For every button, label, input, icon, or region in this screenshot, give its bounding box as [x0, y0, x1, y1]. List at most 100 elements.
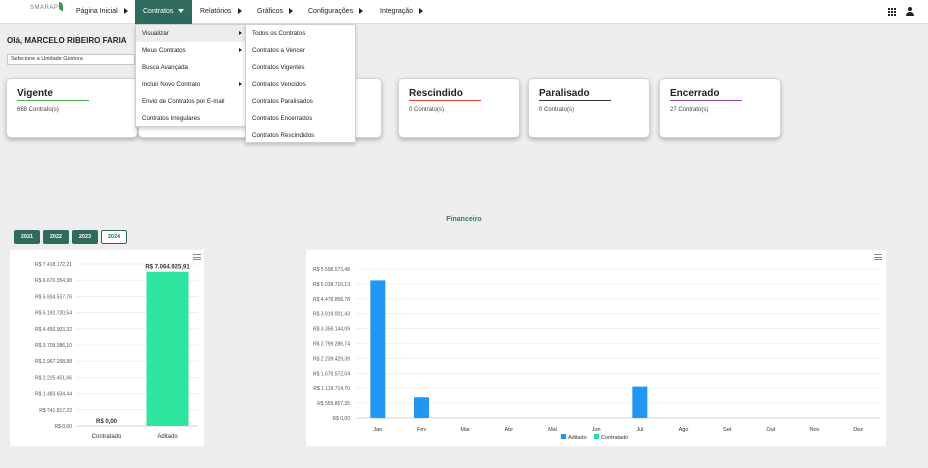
brand-logo[interactable]: SMARAPD [30, 5, 64, 11]
nav-label: Relatórios [200, 8, 232, 15]
y-tick-label: R$ 5.598.573,48 [313, 267, 350, 273]
nav-integracao[interactable]: Integração [380, 0, 424, 24]
nav-label: Integração [380, 8, 414, 15]
card-encerrado[interactable]: Encerrado 27 Contrato(s) [659, 78, 781, 138]
caret-right-icon [239, 48, 242, 52]
chart-totals-panel: R$ 0,00 R$ 741.817,22 R$ 1.483.634,44 R$ 2.… [10, 250, 204, 446]
menu-item-envio-email[interactable]: Envio de Contratos por E-mail [136, 93, 246, 110]
year-button-2022[interactable]: 2022 [43, 230, 69, 244]
menu-item-contratos-irregulares[interactable]: Contratos Irregulares [136, 110, 246, 127]
legend-label: Contratado [601, 435, 628, 441]
card-count: 27 Contrato(s) [670, 107, 709, 113]
caret-right-icon [123, 8, 128, 15]
caret-right-icon [239, 82, 242, 86]
data-label: R$ 0,00 [96, 419, 118, 425]
card-count: 0 Contrato(s) [409, 107, 445, 113]
menu-item-visualizar[interactable]: Visualizar [136, 25, 246, 42]
y-tick-label: R$ 4.450.903,32 [35, 327, 72, 333]
nav-pagina-inicial[interactable]: Página Inicial [76, 0, 128, 24]
menu-label: Incluir Novo Contrato [142, 81, 201, 88]
submenu-item-rescindidos[interactable]: Contratos Rescindidos [252, 132, 315, 139]
chart-menu-icon[interactable] [193, 254, 201, 260]
x-tick-label: Aditado [157, 434, 178, 440]
x-tick-label: Jul [636, 427, 643, 433]
bar [146, 271, 189, 426]
menu-item-busca-avancada[interactable]: Busca Avançada [136, 59, 246, 76]
card-count: 688 Contrato(s) [17, 107, 59, 113]
bar-aditado [414, 397, 429, 418]
year-button-2021[interactable]: 2021 [14, 230, 40, 244]
submenu-item-todos[interactable]: Todos os Contratos [252, 30, 306, 37]
menu-item-meus-contratos[interactable]: Meus Contratos [136, 42, 246, 59]
apps-grid-icon[interactable] [888, 8, 896, 16]
y-tick-label: R$ 0,00 [332, 416, 350, 422]
menu-label: Contratos Irregulares [142, 115, 201, 122]
menu-label: Meus Contratos [142, 47, 186, 54]
bar-aditado [632, 386, 648, 418]
visualizar-submenu: Todos os Contratos Contratos a Vencer Co… [245, 24, 356, 143]
caret-right-icon [239, 31, 242, 35]
y-tick-label: R$ 6.676.354,98 [35, 278, 72, 284]
submenu-item-encerrados[interactable]: Contratos Encerrados [252, 115, 313, 122]
x-tick-label: Dez [853, 427, 863, 433]
nav-relatorios[interactable]: Relatórios [200, 0, 242, 24]
card-title: Paralisado [539, 88, 590, 99]
x-tick-label: Jun [592, 427, 601, 433]
y-tick-label: R$ 5.038.716,13 [313, 282, 350, 288]
y-tick-label: R$ 2.799.286,74 [313, 342, 350, 348]
greeting-text: Olá, MARCELO RIBEIRO FARIA [7, 36, 127, 45]
submenu-item-vigentes[interactable]: Contratos Vigentes [252, 64, 305, 71]
x-tick-label: Fev [417, 427, 426, 433]
card-vigente[interactable]: Vigente 688 Contrato(s) [6, 78, 138, 138]
x-tick-label: Nov [810, 427, 820, 433]
year-button-2023[interactable]: 2023 [72, 230, 98, 244]
nav-graficos[interactable]: Gráficos [257, 0, 294, 24]
data-label: R$ 7.064.925,91 [145, 265, 190, 271]
x-tick-label: Mai [548, 427, 557, 433]
x-tick-label: Jan [373, 427, 382, 433]
caret-right-icon [237, 8, 242, 15]
nav-label: Gráficos [257, 8, 284, 15]
chart-menu-icon[interactable] [874, 254, 882, 260]
unit-select[interactable]: Selecione a Unidade Gestora [7, 54, 135, 65]
submenu-item-paralisados[interactable]: Contratos Paralisados [252, 98, 313, 105]
y-tick-label: R$ 3.919.001,43 [313, 312, 350, 318]
x-tick-label: Contratado [92, 434, 122, 440]
bar-aditado [370, 280, 386, 418]
y-tick-label: R$ 1.119.714,70 [313, 386, 350, 392]
caret-right-icon [289, 8, 294, 15]
nav-configuracoes[interactable]: Configurações [308, 0, 364, 24]
caret-right-icon [359, 8, 364, 15]
card-underline [670, 100, 742, 101]
chart-monthly: R$ 0,00 R$ 559.857,35 R$ 1.119.714,70 R$ 1.… [313, 267, 880, 441]
y-tick-label: R$ 3.709.086,10 [35, 343, 72, 349]
y-tick-label: R$ 0,00 [54, 424, 72, 430]
y-tick-label: R$ 7.418.172,21 [35, 262, 72, 268]
y-tick-label: R$ 5.934.537,76 [35, 294, 72, 300]
nav-label: Configurações [308, 8, 354, 15]
y-tick-label: R$ 2.239.429,39 [313, 356, 350, 362]
y-tick-label: R$ 4.478.858,78 [313, 297, 350, 303]
card-title: Rescindido [409, 88, 463, 99]
menu-label: Visualizar [142, 30, 169, 37]
y-tick-label: R$ 2.967.268,88 [35, 359, 72, 365]
card-rescindido[interactable]: Rescindido 0 Contrato(s) [398, 78, 520, 138]
user-icon[interactable] [906, 7, 914, 17]
caret-down-icon [178, 9, 185, 14]
chart-totals: R$ 0,00 R$ 741.817,22 R$ 1.483.634,44 R$ 2.… [35, 262, 198, 440]
logo-leaf-icon [59, 2, 63, 11]
legend-label: Aditado [568, 435, 587, 441]
x-tick-label: Abr [505, 427, 514, 433]
submenu-item-a-vencer[interactable]: Contratos a Vencer [252, 47, 305, 54]
menu-item-incluir-novo-contrato[interactable]: Incluir Novo Contrato [136, 76, 246, 93]
card-paralisado[interactable]: Paralisado 0 Contrato(s) [528, 78, 650, 138]
submenu-item-vencidos[interactable]: Contratos Vencidos [252, 81, 306, 88]
year-button-2024[interactable]: 2024 [101, 230, 127, 244]
chart-monthly-panel: R$ 0,00 R$ 559.857,35 R$ 1.119.714,70 R$ 1.… [306, 250, 886, 446]
top-navbar: SMARAPD Página Inicial Contratos Relatór… [0, 0, 928, 24]
x-tick-label: Mar [460, 427, 470, 433]
nav-contratos[interactable]: Contratos [135, 0, 193, 24]
contratos-menu: Visualizar Meus Contratos Busca Avançada… [135, 24, 247, 127]
legend-swatch [561, 434, 566, 439]
y-tick-label: R$ 3.359.144,09 [313, 327, 350, 333]
